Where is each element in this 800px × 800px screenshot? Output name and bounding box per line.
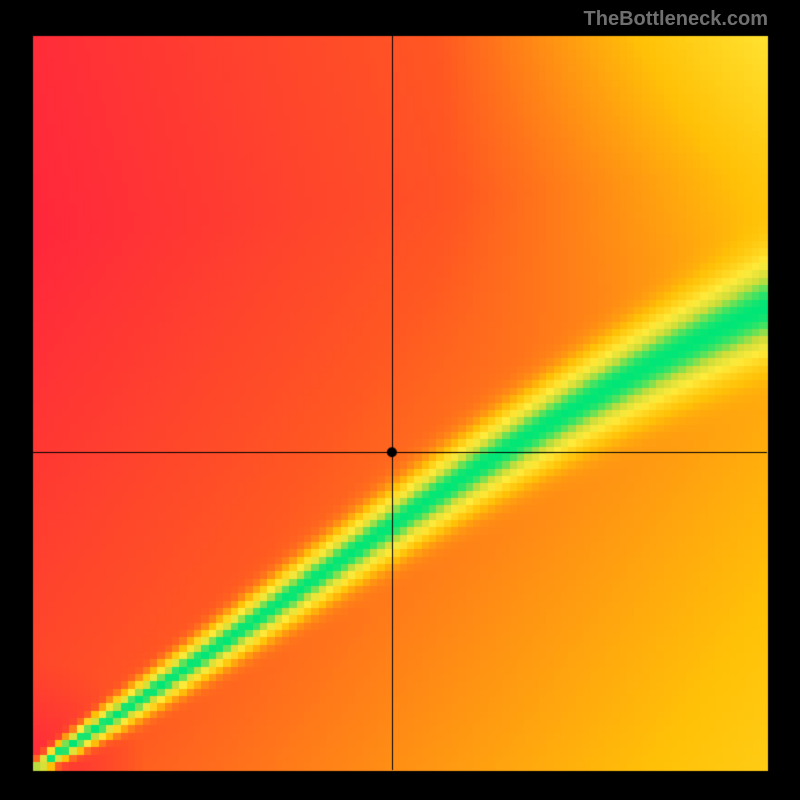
- attribution-text: TheBottleneck.com: [584, 8, 768, 31]
- heatmap-canvas: [0, 0, 800, 800]
- chart-container: TheBottleneck.com: [0, 0, 800, 800]
